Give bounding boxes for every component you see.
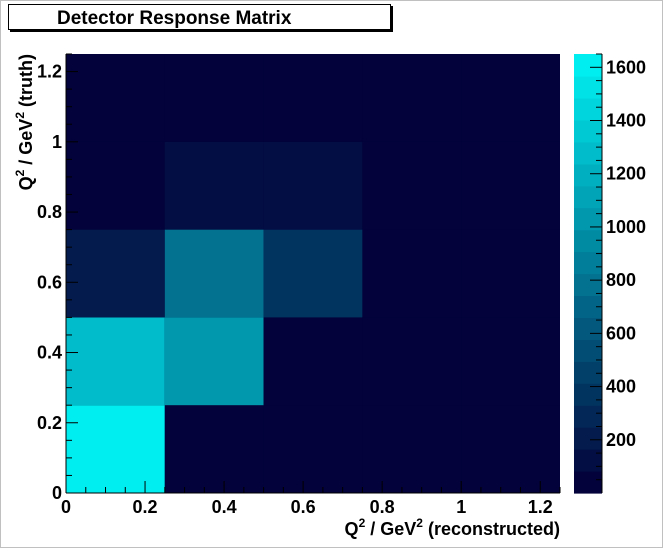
heatmap-cell [164,317,264,406]
colorbar-band [574,427,602,450]
colorbar-band [574,185,602,209]
x-tick-label: 0.2 [133,497,158,517]
heatmap-cell [461,317,560,406]
heatmap-cell [461,405,560,493]
colorbar-tick-label: 1200 [606,164,646,184]
colorbar-band [574,119,602,143]
heatmap-cell [66,405,165,493]
colorbar-band [574,317,602,340]
heatmap-cell [164,229,264,318]
colorbar-tick-label: 400 [606,377,636,397]
colorbar-tick-label: 1000 [606,217,646,237]
heatmap-cell [66,54,165,142]
colorbar-band [574,273,602,296]
colorbar-band [574,471,602,494]
chart-title-box: Detector Response Matrix [8,4,391,30]
y-tick-label: 1.2 [37,62,62,82]
colorbar-band [574,163,602,187]
colorbar-band [574,251,602,275]
heatmap-cell [362,141,462,230]
colorbar-band [574,229,602,253]
y-tick-label: 0.2 [37,413,62,433]
heatmap-cell [66,229,165,318]
x-tick-label: 1.2 [528,497,553,517]
heatmap-cell [461,54,560,142]
colorbar-band [574,141,602,165]
colorbar-tick-label: 600 [606,323,636,343]
y-tick-label: 0.4 [37,343,62,363]
colorbar-band [574,97,602,121]
heatmap-cells [66,54,560,493]
x-tick-label: 0.6 [291,497,316,517]
y-tick-label: 1 [52,132,62,152]
heatmap-cell [461,229,560,318]
colorbar: 200 400 600 800 1000 1200 1400 1600 [574,53,646,494]
heatmap-cell [164,405,264,493]
x-axis: 0 0.2 0.4 0.6 0.8 1 1.2 [61,481,561,517]
y-tick-label: 0.6 [37,272,62,292]
y-axis-title: Q2 / GeV2 (truth) [13,54,36,190]
colorbar-tick-label: 1400 [606,111,646,131]
colorbar-band [574,383,602,406]
heatmap-cell [263,317,363,406]
heatmap-cell [164,141,264,230]
colorbar-tick-label: 1600 [606,57,646,77]
y-tick-label: 0 [52,483,62,503]
colorbar-band [574,361,602,384]
x-tick-label: 1 [456,497,466,517]
heatmap-cell [362,229,462,318]
y-axis: 0 0.2 0.4 0.6 0.8 1 1.2 [37,53,78,503]
heatmap-cell [362,317,462,406]
heatmap-cell [263,141,363,230]
colorbar-band [574,76,602,99]
heatmap-cell [362,54,462,142]
heatmap-cell [362,405,462,493]
colorbar-band [574,207,602,231]
colorbar-band [574,339,602,362]
x-tick-label: 0.4 [212,497,237,517]
chart-title: Detector Response Matrix [57,8,292,29]
colorbar-band [574,405,602,428]
heatmap-cell [66,141,165,230]
plot-frame [65,54,560,494]
colorbar-band [574,295,602,318]
x-tick-label: 0.8 [370,497,395,517]
y-tick-label: 0.8 [37,202,62,222]
heatmap-cell [263,229,363,318]
heatmap-cell [263,405,363,493]
colorbar-band [574,54,602,77]
colorbar-tick-label: 800 [606,270,636,290]
heatmap-cell [66,317,165,406]
heatmap-cell [461,141,560,230]
colorbar-band [574,449,602,472]
heatmap-cell [164,54,264,142]
x-axis-title: Q2 / GeV2 (reconstructed) [345,516,560,539]
x-tick-label: 0 [61,497,71,517]
heatmap-cell [263,54,363,142]
colorbar-tick-label: 200 [606,430,636,450]
